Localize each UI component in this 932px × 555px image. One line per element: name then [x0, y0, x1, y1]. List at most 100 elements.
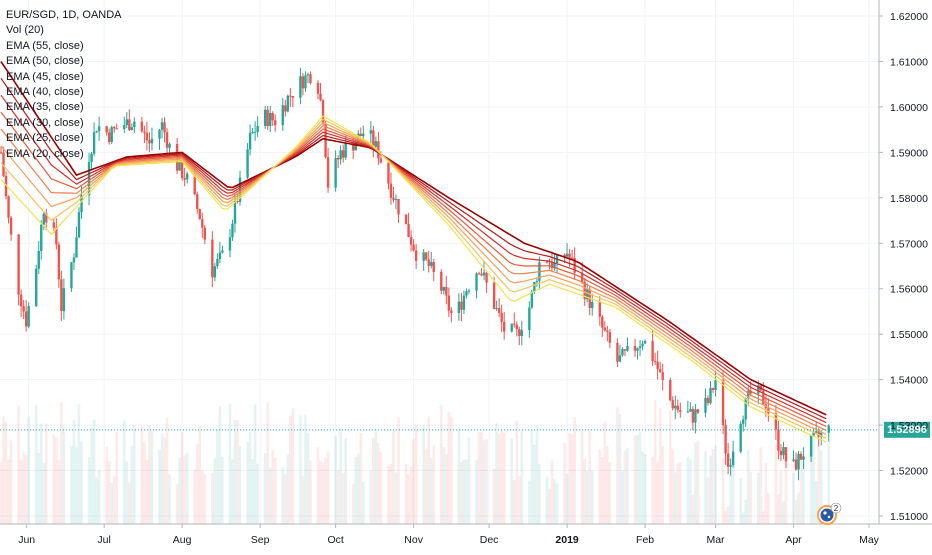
ema-line	[0, 61, 827, 416]
volume-bar	[608, 462, 612, 524]
candle-body	[726, 453, 730, 467]
volume-bar	[777, 494, 780, 524]
volume-bar	[442, 447, 446, 524]
candle-body	[797, 453, 800, 470]
candle-body	[324, 123, 327, 158]
candle-body	[266, 109, 269, 126]
volume-bar	[651, 456, 654, 524]
legend-ema-25: EMA (25, close)	[6, 132, 84, 145]
candle-body	[301, 76, 305, 89]
volume-bar	[457, 427, 461, 524]
candle-body	[636, 348, 639, 351]
volume-bar	[721, 457, 725, 524]
candle-body	[777, 429, 780, 451]
candle-body	[669, 380, 672, 401]
volume-bar	[44, 423, 48, 524]
volume-bar	[439, 404, 443, 524]
volume-bar	[150, 430, 154, 524]
candle-body	[75, 237, 78, 258]
volume-bar	[344, 438, 347, 524]
candle-body	[128, 119, 131, 131]
candle-body	[289, 95, 292, 97]
volume-bar	[799, 454, 803, 524]
volume-bar	[545, 476, 549, 524]
candle-body	[482, 272, 486, 276]
volume-bar	[643, 454, 647, 524]
candle-body	[731, 451, 735, 465]
candle-body	[794, 459, 798, 470]
volume-bar	[606, 445, 609, 524]
volume-bar	[392, 429, 395, 524]
volume-bar	[356, 453, 360, 524]
candle-body	[35, 268, 38, 307]
volume-bar	[409, 466, 413, 524]
candle-body	[17, 234, 20, 295]
volume-bar	[316, 447, 320, 524]
volume-bar	[601, 457, 604, 524]
candle-body	[196, 194, 199, 210]
candle-body	[477, 273, 481, 275]
candle-body	[107, 132, 111, 143]
volume-bar	[422, 425, 425, 524]
candle-body	[641, 343, 644, 347]
candle-body	[60, 279, 63, 312]
volume-bar	[656, 461, 659, 524]
candle-body	[52, 222, 56, 228]
candle-body	[352, 143, 355, 151]
volume-bar	[497, 433, 501, 524]
candle-body	[203, 227, 206, 240]
volume-bar	[39, 423, 43, 524]
volume-bar	[62, 425, 66, 524]
candle-body	[77, 212, 81, 238]
volume-bar	[492, 468, 496, 524]
volume-bar	[729, 468, 732, 524]
candle-body	[689, 409, 692, 412]
volume-bar	[306, 432, 310, 524]
candle-body	[492, 282, 496, 309]
volume-bar	[309, 460, 312, 524]
volume-bar	[148, 424, 151, 524]
volume-bar	[238, 445, 242, 524]
volume-bar	[668, 410, 672, 524]
volume-bar	[573, 417, 576, 524]
candle-body	[148, 140, 151, 144]
volume-bar	[24, 454, 28, 524]
volume-bar	[266, 402, 269, 524]
volume-bar	[704, 451, 707, 524]
volume-bar	[145, 459, 149, 524]
candle-body	[125, 119, 128, 126]
tradingview-logo[interactable]: 2	[816, 502, 842, 525]
volume-bar	[618, 414, 622, 524]
candle-body	[256, 126, 259, 132]
candle-body	[163, 122, 166, 133]
volume-bar	[407, 474, 410, 524]
y-tick-label: 1.59000	[890, 147, 928, 159]
volume-bar	[784, 449, 788, 524]
volume-bar	[165, 417, 169, 524]
candle-body	[817, 431, 820, 437]
x-tick-label: May	[859, 534, 880, 546]
volume-bar	[462, 459, 466, 524]
volume-bar	[110, 482, 114, 524]
candle-body	[4, 176, 8, 197]
candle-body	[70, 262, 73, 289]
volume-bar	[767, 492, 770, 524]
volume-bar	[216, 429, 219, 524]
volume-bar	[812, 439, 815, 524]
volume-bar	[689, 459, 692, 524]
volume-bar	[193, 469, 197, 524]
volume-bar	[198, 426, 202, 524]
volume-bar	[115, 432, 119, 524]
volume-bar	[7, 459, 10, 524]
candle-body	[372, 130, 375, 147]
volume-bar	[673, 472, 677, 524]
volume-bar	[709, 455, 712, 524]
volume-bar	[711, 448, 715, 524]
candle-body	[404, 214, 408, 225]
volume-bar	[203, 474, 207, 524]
ema-line	[0, 118, 827, 439]
volume-bar	[321, 463, 325, 524]
candle-body	[792, 459, 795, 462]
volume-bar	[175, 484, 179, 524]
